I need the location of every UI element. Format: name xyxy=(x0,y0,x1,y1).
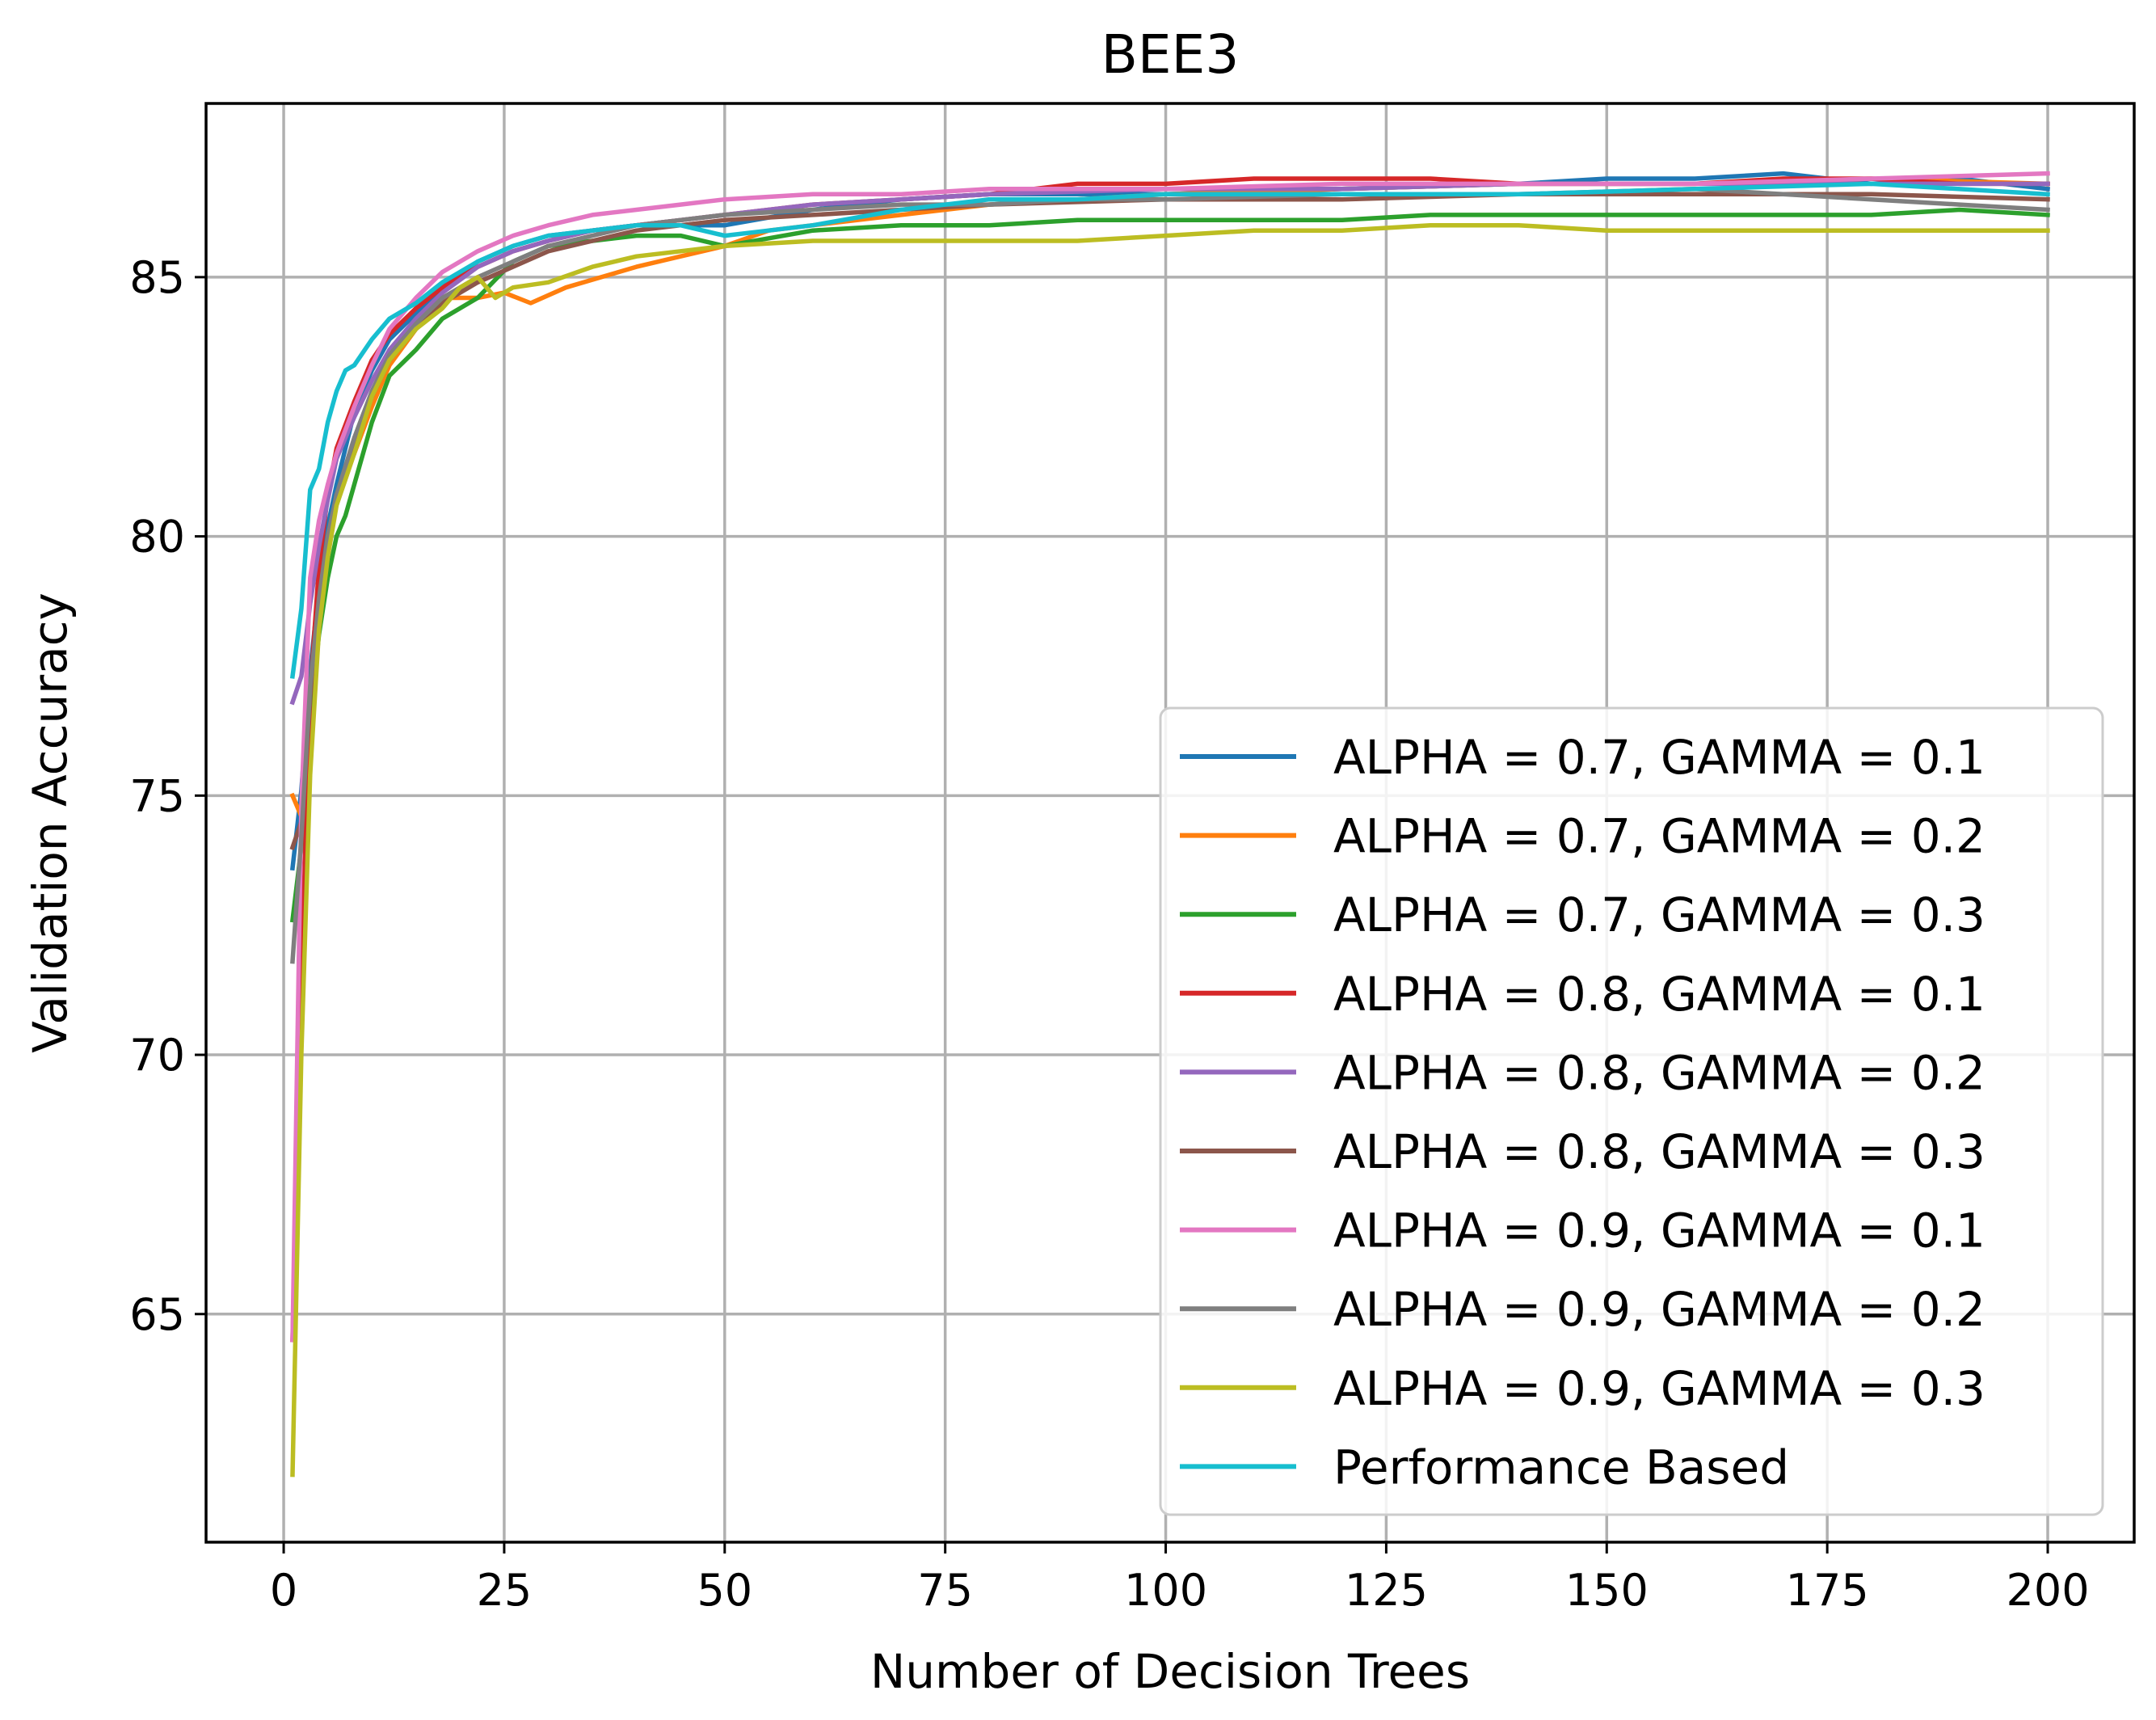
legend-label: ALPHA = 0.9, GAMMA = 0.1 xyxy=(1333,1204,1985,1258)
series-line-alpha-0-9-gamma-0-1 xyxy=(290,171,2050,1343)
y-axis-label: Validation Accuracy xyxy=(23,592,78,1053)
legend-entry: ALPHA = 0.7, GAMMA = 0.3 xyxy=(1180,887,1985,942)
legend-label: ALPHA = 0.7, GAMMA = 0.3 xyxy=(1333,887,1985,942)
y-tick-label: 75 xyxy=(129,770,185,821)
y-tick-label: 70 xyxy=(129,1030,185,1081)
x-tick-label: 25 xyxy=(477,1565,533,1616)
x-axis-label: Number of Decision Trees xyxy=(870,1644,1470,1699)
plot-frame xyxy=(204,102,2136,1544)
series-group xyxy=(289,171,2051,1478)
legend-label: ALPHA = 0.8, GAMMA = 0.1 xyxy=(1333,967,1985,1022)
legend-box xyxy=(1159,706,2104,1516)
y-tick-label: 85 xyxy=(129,252,185,303)
legend-label: ALPHA = 0.7, GAMMA = 0.2 xyxy=(1333,809,1985,864)
legend-entry: ALPHA = 0.7, GAMMA = 0.1 xyxy=(1180,730,1985,785)
legend: ALPHA = 0.7, GAMMA = 0.1 ALPHA = 0.7, GAM… xyxy=(1159,706,2104,1516)
legend-label: ALPHA = 0.9, GAMMA = 0.3 xyxy=(1333,1361,1985,1416)
x-tick-label: 0 xyxy=(270,1565,297,1616)
series-line-alpha-0-8-gamma-0-2 xyxy=(289,181,2050,706)
y-tick-label: 80 xyxy=(129,512,185,563)
x-tick-label: 175 xyxy=(1786,1565,1869,1616)
x-tick-label: 150 xyxy=(1565,1565,1649,1616)
y-tick-label: 65 xyxy=(129,1289,185,1340)
legend-entry: ALPHA = 0.9, GAMMA = 0.1 xyxy=(1180,1204,1985,1258)
chart-title: BEE3 xyxy=(1101,23,1240,86)
x-axis-ticks: 0 25 50 75 100 125 150 175 200 xyxy=(270,1542,2090,1616)
legend-label: ALPHA = 0.7, GAMMA = 0.1 xyxy=(1333,730,1985,785)
x-tick-label: 75 xyxy=(917,1565,973,1616)
legend-label: ALPHA = 0.8, GAMMA = 0.3 xyxy=(1333,1124,1985,1179)
legend-entry: ALPHA = 0.8, GAMMA = 0.2 xyxy=(1180,1045,1985,1100)
legend-label: ALPHA = 0.9, GAMMA = 0.2 xyxy=(1333,1282,1985,1337)
x-tick-label: 125 xyxy=(1345,1565,1428,1616)
legend-entry: ALPHA = 0.7, GAMMA = 0.2 xyxy=(1180,809,1985,864)
x-tick-label: 100 xyxy=(1124,1565,1207,1616)
series-line-performance-based xyxy=(289,181,2050,679)
legend-label: ALPHA = 0.8, GAMMA = 0.2 xyxy=(1333,1045,1985,1100)
x-tick-label: 200 xyxy=(2006,1565,2089,1616)
legend-label: Performance Based xyxy=(1333,1440,1789,1494)
legend-entry: Performance Based xyxy=(1180,1440,1789,1494)
series-line-alpha-0-9-gamma-0-3 xyxy=(290,222,2050,1478)
y-axis-ticks: 65 70 75 80 85 xyxy=(129,252,206,1340)
series-line-alpha-0-7-gamma-0-3 xyxy=(289,207,2050,923)
legend-entry: ALPHA = 0.9, GAMMA = 0.3 xyxy=(1180,1361,1985,1416)
legend-entry: ALPHA = 0.9, GAMMA = 0.2 xyxy=(1180,1282,1985,1337)
legend-entry: ALPHA = 0.8, GAMMA = 0.1 xyxy=(1180,967,1985,1022)
x-tick-label: 50 xyxy=(697,1565,752,1616)
legend-entry: ALPHA = 0.8, GAMMA = 0.3 xyxy=(1180,1124,1985,1179)
